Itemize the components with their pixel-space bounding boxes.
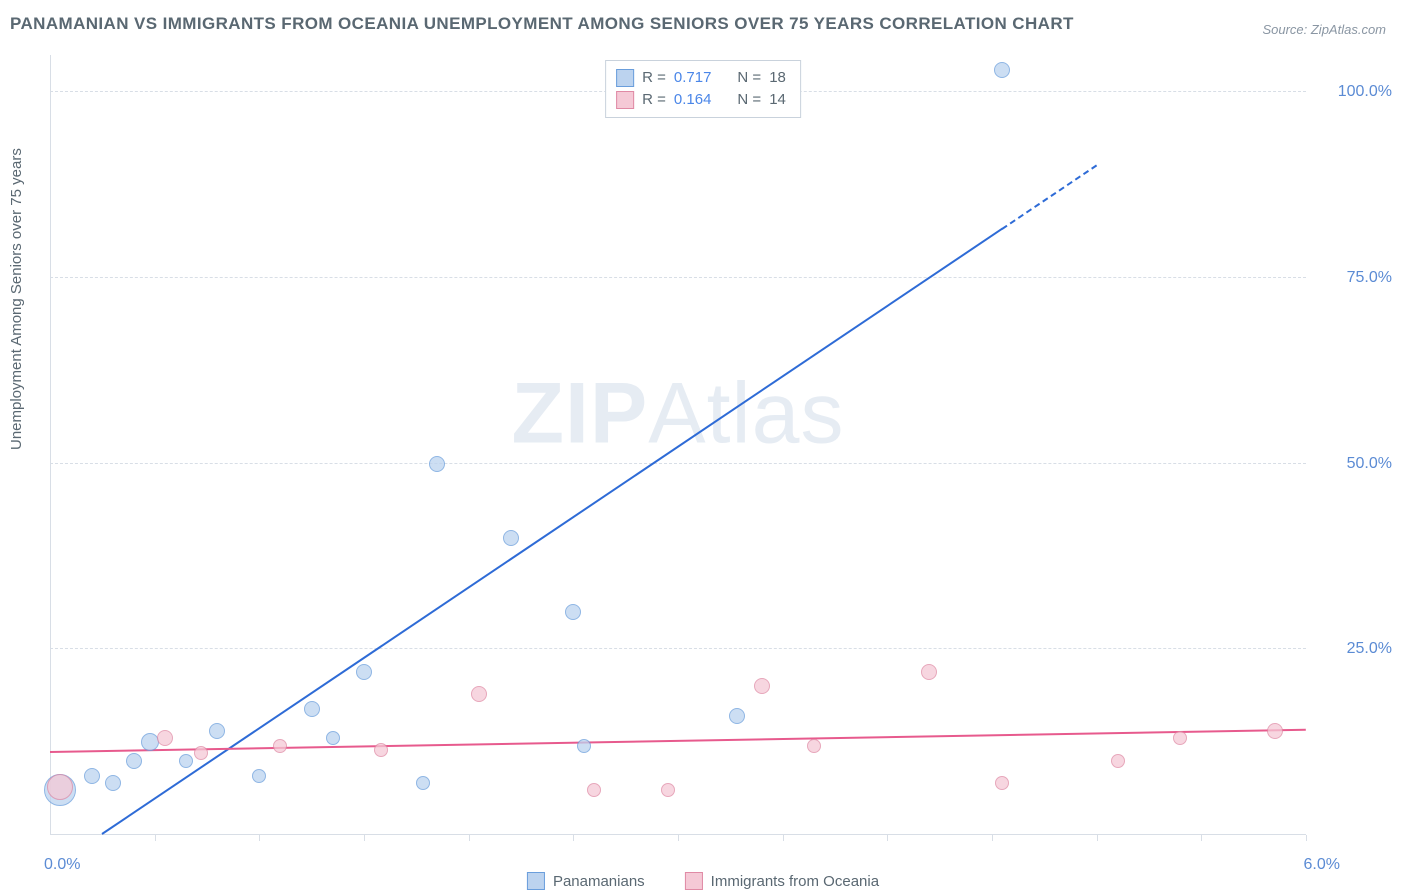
source-attribution: Source: ZipAtlas.com: [1262, 22, 1386, 37]
legend-swatch-panamanians: [616, 69, 634, 87]
legend-n-label: N =: [737, 89, 761, 111]
data-point: [429, 456, 445, 472]
x-tick: [469, 835, 470, 841]
legend-swatch-oceania: [616, 91, 634, 109]
trend-line-dashed: [1002, 165, 1097, 230]
x-tick: [259, 835, 260, 841]
x-tick: [678, 835, 679, 841]
data-point: [994, 62, 1010, 78]
data-point: [416, 776, 430, 790]
data-point: [356, 664, 372, 680]
data-point: [273, 739, 287, 753]
data-point: [209, 723, 225, 739]
x-tick: [1306, 835, 1307, 841]
data-point: [157, 730, 173, 746]
x-axis-end-label: 6.0%: [1304, 856, 1340, 874]
grid-line: [50, 277, 1306, 278]
data-point: [1173, 731, 1187, 745]
y-tick-label: 25.0%: [1322, 640, 1392, 658]
legend-item-oceania: Immigrants from Oceania: [685, 872, 879, 890]
x-tick: [155, 835, 156, 841]
legend-label: Panamanians: [553, 873, 645, 890]
legend-swatch-panamanians-bottom: [527, 872, 545, 890]
data-point: [126, 753, 142, 769]
x-tick: [1097, 835, 1098, 841]
legend-n-label: N =: [737, 67, 761, 89]
chart-title: PANAMANIAN VS IMMIGRANTS FROM OCEANIA UN…: [10, 14, 1074, 34]
x-tick: [1201, 835, 1202, 841]
y-axis-label: Unemployment Among Seniors over 75 years: [8, 148, 25, 450]
data-point: [252, 769, 266, 783]
data-point: [807, 739, 821, 753]
data-point: [1111, 754, 1125, 768]
legend-n-value: 18: [769, 67, 786, 89]
data-point: [587, 783, 601, 797]
watermark-bold: ZIP: [512, 365, 649, 461]
legend-n-value: 14: [769, 89, 786, 111]
legend-r-label: R =: [642, 89, 666, 111]
correlation-legend: R = 0.717 N = 18 R = 0.164 N = 14: [605, 60, 801, 118]
data-point: [194, 746, 208, 760]
data-point: [729, 708, 745, 724]
watermark: ZIPAtlas: [512, 364, 845, 463]
data-point: [565, 604, 581, 620]
data-point: [503, 530, 519, 546]
data-point: [105, 775, 121, 791]
x-tick: [992, 835, 993, 841]
data-point: [84, 768, 100, 784]
legend-row-panamanians: R = 0.717 N = 18: [616, 67, 786, 89]
grid-line: [50, 648, 1306, 649]
data-point: [304, 701, 320, 717]
data-point: [577, 739, 591, 753]
data-point: [471, 686, 487, 702]
legend-r-value: 0.717: [674, 67, 712, 89]
x-tick: [573, 835, 574, 841]
y-tick-label: 100.0%: [1322, 83, 1392, 101]
legend-swatch-oceania-bottom: [685, 872, 703, 890]
plot-area: ZIPAtlas 25.0%50.0%75.0%100.0%: [50, 55, 1306, 835]
data-point: [47, 774, 73, 800]
y-axis-line: [50, 55, 51, 835]
legend-r-value: 0.164: [674, 89, 712, 111]
x-tick: [364, 835, 365, 841]
legend-r-label: R =: [642, 67, 666, 89]
legend-label: Immigrants from Oceania: [711, 873, 879, 890]
y-tick-label: 75.0%: [1322, 269, 1392, 287]
x-tick: [887, 835, 888, 841]
series-legend: Panamanians Immigrants from Oceania: [527, 872, 879, 890]
x-axis-start-label: 0.0%: [44, 856, 80, 874]
data-point: [995, 776, 1009, 790]
data-point: [326, 731, 340, 745]
data-point: [374, 743, 388, 757]
data-point: [754, 678, 770, 694]
legend-item-panamanians: Panamanians: [527, 872, 645, 890]
x-tick: [783, 835, 784, 841]
data-point: [661, 783, 675, 797]
data-point: [921, 664, 937, 680]
data-point: [179, 754, 193, 768]
data-point: [1267, 723, 1283, 739]
legend-row-oceania: R = 0.164 N = 14: [616, 89, 786, 111]
grid-line: [50, 463, 1306, 464]
y-tick-label: 50.0%: [1322, 455, 1392, 473]
